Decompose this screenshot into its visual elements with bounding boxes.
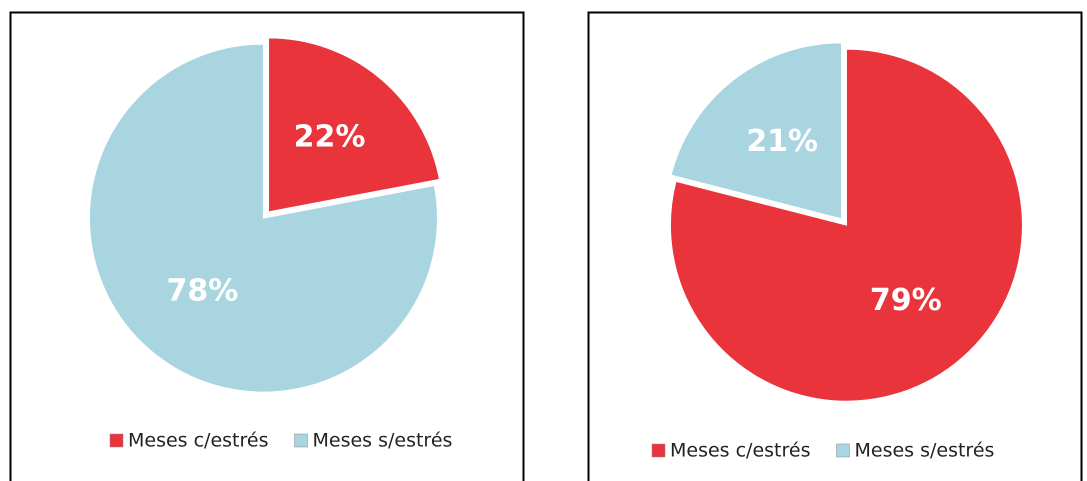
legend-label: Meses c/estrés [128, 430, 268, 452]
legend-label: Meses s/estrés [854, 440, 994, 462]
legend-swatch [109, 433, 124, 448]
chart-frame [587, 11, 1083, 481]
legend-swatch [836, 443, 850, 458]
chart-frame [9, 11, 525, 481]
legend-swatch [294, 433, 308, 448]
pie-slice [268, 37, 441, 213]
data-label: 22% [294, 120, 366, 155]
data-label: 78% [167, 273, 239, 308]
data-label: 79% [870, 283, 942, 318]
pie-slice [669, 48, 1023, 402]
data-label: 21% [746, 124, 818, 159]
legend-swatch [651, 443, 666, 458]
pie-slice [88, 43, 438, 393]
legend-label: Meses s/estrés [312, 430, 452, 452]
pie-slice [670, 42, 843, 220]
legend-label: Meses c/estrés [670, 440, 810, 462]
